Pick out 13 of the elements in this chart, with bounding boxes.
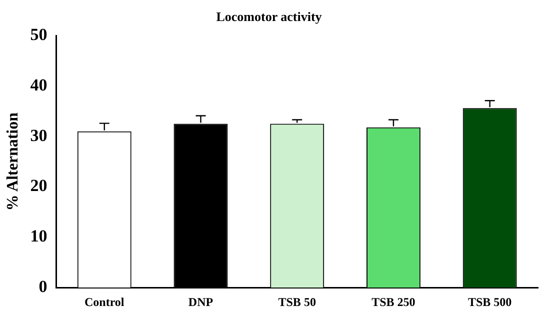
x-tick-label: TSB 50 <box>278 294 316 309</box>
y-tick-label: 20 <box>30 176 48 196</box>
x-tick-label: DNP <box>188 294 214 309</box>
y-tick-label: 40 <box>30 75 48 94</box>
y-tick-label: 30 <box>30 126 48 145</box>
y-tick-label: 0 <box>38 276 48 296</box>
y-tick-label: 10 <box>30 226 48 246</box>
x-tick-label: TSB 500 <box>468 294 512 309</box>
x-tick-label: TSB 250 <box>372 294 416 309</box>
x-tick-label: Control <box>84 294 125 309</box>
y-axis-title: % Alternation <box>4 112 22 211</box>
y-tick-label: 50 <box>30 24 48 44</box>
chart-title: Locomotor activity <box>216 9 322 24</box>
